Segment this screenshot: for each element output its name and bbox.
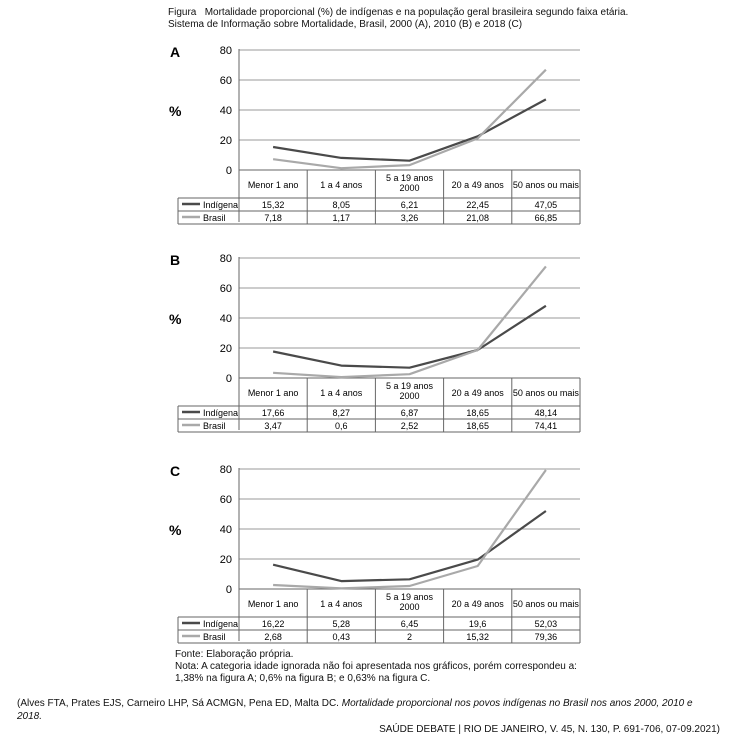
caption-title: Mortalidade proporcional (%) de indígena… [204, 7, 629, 18]
x-category-label: Menor 1 ano [248, 599, 299, 609]
data-value-cell: 6,45 [401, 619, 419, 629]
panel-letter: B [170, 252, 180, 268]
caption-subtitle: Sistema de Informação sobre Mortalidade,… [168, 19, 523, 30]
data-value-cell: 3,47 [264, 421, 282, 431]
y-tick-label: 20 [220, 135, 232, 147]
figure-caption: Figura Mortalidade proporcional (%) de i… [168, 7, 628, 31]
y-tick-label: 20 [220, 343, 232, 355]
x-category-label: Menor 1 ano [248, 180, 299, 190]
y-tick-label: 0 [226, 165, 232, 177]
data-value-cell: 15,32 [262, 200, 285, 210]
series-line-brasil [272, 68, 547, 170]
y-axis-label: % [169, 311, 182, 327]
footnote: Nota: A categoria idade ignorada não foi… [175, 661, 577, 684]
data-value-cell: 6,21 [401, 200, 419, 210]
x-category-label: 5 a 19 anos 2000 [386, 592, 434, 612]
citation-authors: (Alves FTA, Prates EJS, Carneiro LHP, Sá… [17, 698, 342, 709]
y-tick-label: 60 [220, 75, 232, 87]
y-tick-label: 60 [220, 494, 232, 506]
series-line-indigena [272, 304, 547, 369]
data-value-cell: 47,05 [535, 200, 558, 210]
citation: (Alves FTA, Prates EJS, Carneiro LHP, Sá… [10, 697, 720, 736]
x-category-label: 5 a 19 anos 2000 [386, 381, 434, 401]
series-line-indigena [272, 98, 547, 162]
citation-journal: SAÚDE DEBATE | RIO DE JANEIRO, V. 45, N.… [379, 724, 720, 735]
legend-label: Indígena [203, 408, 238, 418]
y-tick-label: 60 [220, 283, 232, 295]
y-tick-label: 0 [226, 373, 232, 385]
y-tick-label: 80 [220, 464, 232, 476]
legend-label: Indígena [203, 200, 238, 210]
y-axis-label: % [169, 522, 182, 538]
data-value-cell: 22,45 [466, 200, 489, 210]
x-category-label: 50 anos ou mais [513, 180, 580, 190]
data-value-cell: 6,87 [401, 408, 419, 418]
data-value-cell: 17,66 [262, 408, 285, 418]
data-value-cell: 0,43 [333, 632, 351, 642]
data-value-cell: 5,28 [333, 619, 351, 629]
y-tick-label: 80 [220, 253, 232, 265]
y-tick-label: 80 [220, 45, 232, 57]
x-category-label: 5 a 19 anos 2000 [386, 173, 434, 193]
data-value-cell: 2,52 [401, 421, 419, 431]
x-category-label: 20 a 49 anos [452, 388, 505, 398]
data-value-cell: 15,32 [466, 632, 489, 642]
citation-line-1: (Alves FTA, Prates EJS, Carneiro LHP, Sá… [10, 697, 720, 723]
citation-article: Mortalidade proporcional nos povos indíg… [17, 698, 693, 722]
y-tick-label: 40 [220, 313, 232, 325]
data-value-cell: 2,68 [264, 632, 282, 642]
legend-label: Brasil [203, 421, 226, 431]
legend-label: Indígena [203, 619, 238, 629]
y-tick-label: 40 [220, 105, 232, 117]
source-note: Fonte: Elaboração própria. [175, 649, 294, 660]
data-value-cell: 79,36 [535, 632, 558, 642]
data-value-cell: 74,41 [535, 421, 558, 431]
legend-label: Brasil [203, 213, 226, 223]
panel-letter: C [170, 463, 180, 479]
legend-label: Brasil [203, 632, 226, 642]
caption-label: Figura [168, 7, 197, 18]
data-value-cell: 66,85 [535, 213, 558, 223]
panel-letter: A [170, 44, 180, 60]
x-category-label: Menor 1 ano [248, 388, 299, 398]
data-value-cell: 18,65 [466, 421, 489, 431]
data-value-cell: 52,03 [535, 619, 558, 629]
x-category-label: 50 anos ou mais [513, 599, 580, 609]
data-value-cell: 8,05 [333, 200, 351, 210]
data-value-cell: 8,27 [333, 408, 351, 418]
y-tick-label: 40 [220, 524, 232, 536]
data-value-cell: 18,65 [466, 408, 489, 418]
data-value-cell: 7,18 [264, 213, 282, 223]
data-value-cell: 19,6 [469, 619, 487, 629]
caption-line-1: Figura Mortalidade proporcional (%) de i… [168, 7, 628, 19]
y-axis-label: % [169, 103, 182, 119]
data-value-cell: 21,08 [466, 213, 489, 223]
figure-notes: Fonte: Elaboração própria. Nota: A categ… [175, 649, 595, 685]
data-value-cell: 0,6 [335, 421, 348, 431]
data-value-cell: 1,17 [333, 213, 351, 223]
x-category-label: 1 a 4 anos [320, 599, 363, 609]
data-value-cell: 3,26 [401, 213, 419, 223]
series-line-brasil [273, 469, 547, 590]
data-value-cell: 2 [407, 632, 412, 642]
series-line-brasil [273, 265, 547, 379]
y-tick-label: 0 [226, 584, 232, 596]
y-tick-label: 20 [220, 554, 232, 566]
data-value-cell: 16,22 [262, 619, 285, 629]
x-category-label: 20 a 49 anos [452, 180, 505, 190]
x-category-label: 20 a 49 anos [452, 599, 505, 609]
x-category-label: 1 a 4 anos [320, 388, 363, 398]
x-category-label: 50 anos ou mais [513, 388, 580, 398]
x-category-label: 1 a 4 anos [320, 180, 363, 190]
data-value-cell: 48,14 [535, 408, 558, 418]
series-line-indigena [272, 510, 547, 583]
